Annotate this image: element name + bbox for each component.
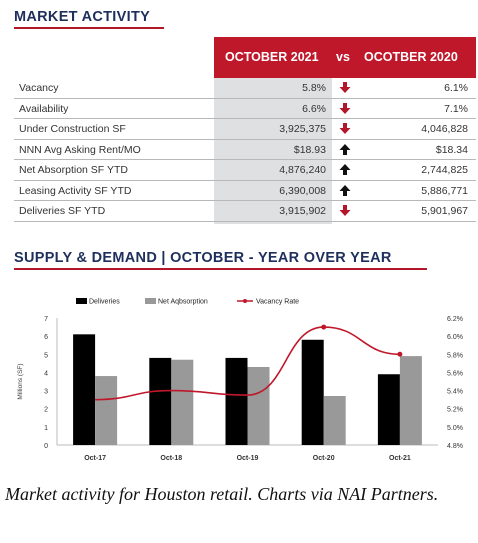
row-current-value: $18.93 [293, 143, 326, 156]
row-label: Availability [19, 102, 69, 115]
y-tick-label: 0 [44, 443, 48, 450]
legend-swatch [76, 298, 87, 304]
table-row: Deliveries SF YTD 3,915,902 5,901,967 [14, 201, 476, 222]
row-current-value: 3,925,375 [279, 123, 326, 135]
row-current-value: 4,876,240 [279, 164, 326, 176]
y2-tick-label: 6.2% [447, 316, 463, 323]
row-prior-value: 5,886,771 [421, 184, 468, 197]
y-tick-label: 3 [44, 389, 48, 396]
vacancy-rate-marker [321, 324, 327, 330]
y2-tick-label: 6.0% [447, 334, 463, 341]
y-tick-label: 4 [44, 370, 48, 377]
row-prior-value: 5,901,967 [421, 205, 468, 217]
up-arrow-icon [339, 164, 351, 175]
table-header: OCTOBER 2021 vs OCOTBER 2020 [214, 37, 476, 78]
y-tick-label: 6 [44, 334, 48, 341]
legend-label: Deliveries [89, 299, 120, 306]
table-row: Under Construction SF 3,925,375 4,046,828 [14, 119, 476, 140]
x-tick-label: Oct-21 [389, 455, 411, 462]
row-prior-value: 7.1% [444, 102, 468, 115]
y2-tick-label: 5.0% [447, 425, 463, 432]
row-prior-value: 4,046,828 [421, 123, 468, 135]
x-tick-label: Oct-20 [313, 455, 335, 462]
col-vs-header: vs [336, 50, 350, 64]
market-activity-heading: MARKET ACTIVITY [14, 9, 151, 25]
col-prior-header: OCOTBER 2020 [364, 50, 458, 64]
y2-tick-label: 5.8% [447, 352, 463, 359]
bar-net-aqbsorption [323, 396, 346, 445]
row-prior-value: $18.34 [435, 143, 468, 156]
row-prior-value: 6.1% [444, 82, 468, 94]
row-label: Leasing Activity SF YTD [19, 184, 132, 197]
down-arrow-icon [339, 123, 351, 134]
current-column-shade [214, 78, 332, 224]
bar-net-aqbsorption [399, 356, 422, 445]
heading-underline [14, 27, 164, 29]
bar-deliveries [225, 357, 248, 445]
bar-net-aqbsorption [247, 366, 270, 445]
table-row: Vacancy 5.8% 6.1% [14, 78, 476, 99]
y2-tick-label: 4.8% [447, 443, 463, 450]
heading-underline-2 [14, 268, 427, 270]
row-label: Net Absorption SF YTD [19, 164, 128, 176]
bar-deliveries [301, 339, 324, 445]
bar-deliveries [377, 374, 400, 445]
y2-tick-label: 5.4% [447, 389, 463, 396]
legend-marker [243, 299, 247, 303]
up-arrow-icon [339, 143, 351, 155]
bar-deliveries [73, 334, 96, 445]
row-prior-value: 2,744,825 [421, 164, 468, 176]
row-label: Under Construction SF [19, 123, 126, 135]
table-row: Leasing Activity SF YTD 6,390,008 5,886,77… [14, 181, 476, 201]
row-current-value: 6,390,008 [279, 184, 326, 197]
legend-label: Net Aqbsorption [158, 299, 208, 306]
y-tick-label: 1 [44, 425, 48, 432]
y-tick-label: 2 [44, 407, 48, 414]
supply-demand-heading: SUPPLY & DEMAND | OCTOBER - YEAR OVER YE… [14, 250, 392, 266]
up-arrow-icon [339, 184, 351, 196]
bar-deliveries [149, 357, 172, 445]
y-tick-label: 5 [44, 352, 48, 359]
row-label: NNN Avg Asking Rent/MO [19, 143, 141, 156]
row-label: Vacancy [19, 82, 59, 94]
caption: Market activity for Houston retail. Char… [5, 484, 439, 504]
down-arrow-icon [339, 205, 351, 216]
row-current-value: 6.6% [302, 102, 326, 115]
x-tick-label: Oct-19 [237, 455, 259, 462]
vacancy-rate-marker [397, 351, 403, 357]
supply-demand-chart: 0 1 2 3 4 5 6 7 4.8% 5.0% 5.2% 5.4% 5.6% 5.8% 6.0% 6.2%… [17, 298, 463, 462]
table-row: Net Absorption SF YTD 4,876,240 2,744,825 [14, 160, 476, 181]
y-tick-label: 7 [44, 316, 48, 323]
down-arrow-icon [339, 82, 351, 93]
table-row: Availability 6.6% 7.1% [14, 99, 476, 119]
y2-tick-label: 5.6% [447, 370, 463, 377]
down-arrow-icon [339, 102, 351, 114]
y2-tick-label: 5.2% [447, 407, 463, 414]
col-current-header: OCTOBER 2021 [225, 50, 319, 64]
vacancy-rate-line [95, 326, 400, 401]
row-label: Deliveries SF YTD [19, 205, 106, 217]
legend-swatch [145, 298, 156, 304]
row-current-value: 5.8% [302, 82, 326, 94]
bar-net-aqbsorption [171, 359, 194, 445]
x-tick-label: Oct-17 [84, 455, 106, 462]
legend-label: Vacancy Rate [256, 299, 299, 306]
bar-net-aqbsorption [95, 376, 118, 445]
y-axis-label: Millions (SF) [17, 363, 24, 399]
row-current-value: 3,915,902 [279, 205, 326, 217]
x-tick-label: Oct-18 [160, 455, 182, 462]
table-row: NNN Avg Asking Rent/MO $18.93 $18.34 [14, 140, 476, 160]
